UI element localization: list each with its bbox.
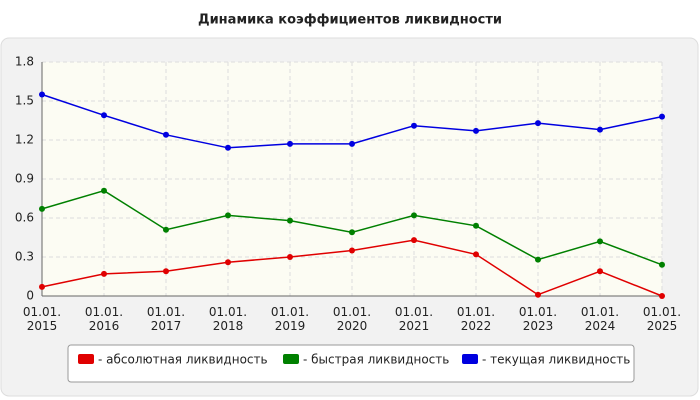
point <box>163 131 169 138</box>
point <box>659 113 665 120</box>
x-tick-label: 01.01. 2024 <box>581 305 619 333</box>
x-tick-label: 01.01. 2022 <box>457 305 495 333</box>
x-tick-label: 01.01. 2023 <box>519 305 557 333</box>
y-tick-label: 0.9 <box>15 172 34 186</box>
point <box>473 251 479 258</box>
legend-swatch <box>78 354 94 364</box>
point <box>411 237 417 244</box>
point <box>597 268 603 275</box>
point <box>597 238 603 245</box>
point <box>287 254 293 260</box>
point <box>225 144 231 151</box>
x-tick-label: 01.01. 2016 <box>85 305 123 333</box>
point <box>101 270 107 277</box>
point <box>473 127 479 134</box>
x-tick-label: 01.01. 2017 <box>147 305 185 333</box>
legend <box>67 344 635 383</box>
point <box>535 291 541 298</box>
legend-label: - быстрая ликвидность <box>303 353 449 367</box>
point <box>349 140 355 147</box>
y-tick-label: 1.2 <box>15 133 34 147</box>
point <box>101 187 107 194</box>
point <box>535 256 541 263</box>
chart-title: Динамика коэффициентов ликвидности <box>198 13 502 28</box>
point <box>473 222 479 229</box>
x-tick-label: 01.01. 2020 <box>333 305 371 333</box>
point <box>39 205 45 212</box>
point <box>287 140 293 147</box>
y-tick-label: 0.3 <box>15 250 34 264</box>
x-tick-label: 01.01. 2018 <box>209 305 247 333</box>
legend-label: - текущая ликвидность <box>482 353 630 367</box>
x-tick-label: 01.01. 2019 <box>271 305 309 333</box>
y-tick-label: 1.5 <box>15 94 34 108</box>
point <box>101 112 107 119</box>
y-tick-label: 0 <box>26 289 34 303</box>
point <box>287 217 293 224</box>
point <box>163 268 169 275</box>
point <box>39 91 45 98</box>
point <box>349 229 355 236</box>
legend-swatch <box>462 354 478 364</box>
point <box>39 283 45 290</box>
point <box>597 126 603 133</box>
legend-label: - абсолютная ликвидность <box>98 353 268 367</box>
point <box>535 120 541 127</box>
point <box>411 212 417 219</box>
x-tick-label: 01.01. 2021 <box>395 305 433 333</box>
x-tick-label: 01.01. 2025 <box>643 305 681 333</box>
y-tick-label: 1.8 <box>15 55 34 69</box>
point <box>659 293 665 299</box>
legend-swatch <box>283 354 299 364</box>
point <box>349 247 355 254</box>
point <box>225 259 231 266</box>
x-tick-label: 01.01. 2015 <box>23 305 61 333</box>
point <box>659 261 665 268</box>
y-tick-label: 0.6 <box>15 211 34 225</box>
point <box>163 226 169 233</box>
point <box>411 122 417 129</box>
point <box>225 212 231 219</box>
